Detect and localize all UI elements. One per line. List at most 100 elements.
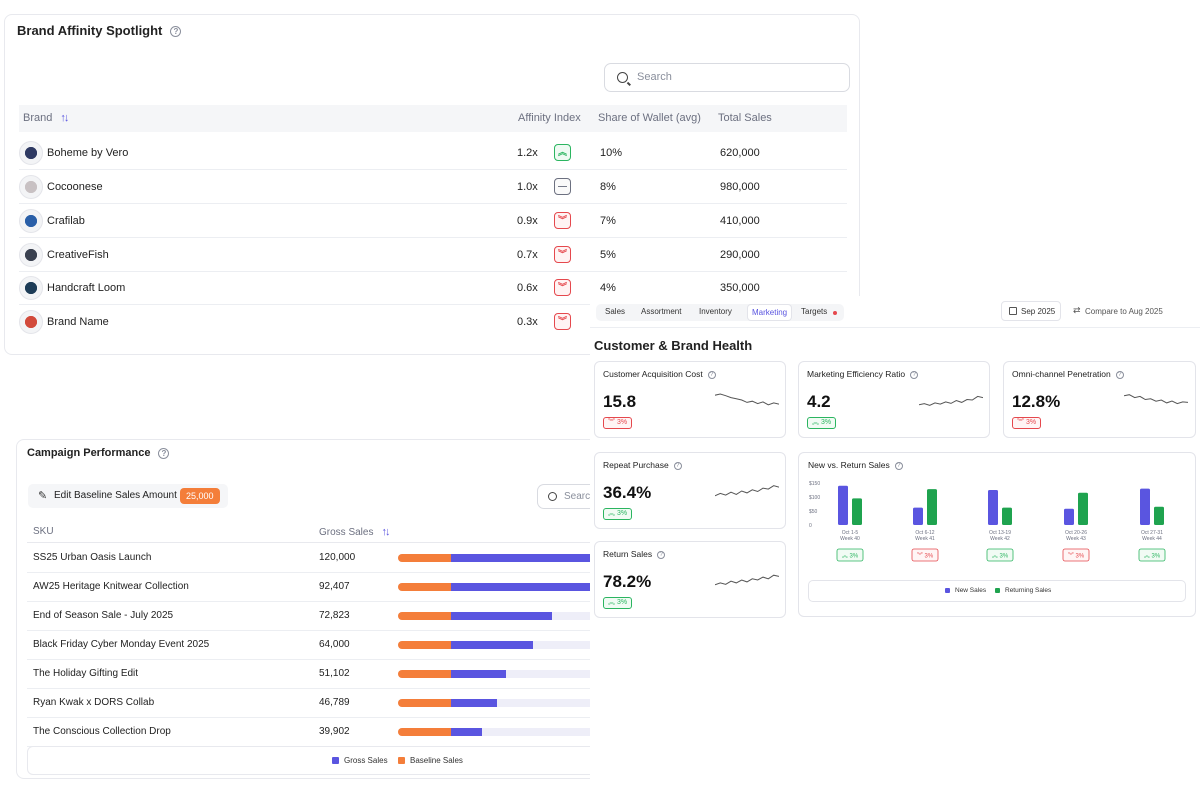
baseline-badge: 25,000 <box>180 488 220 504</box>
sku-name: Ryan Kwak x DORS Collab <box>33 697 155 708</box>
baseline-bar <box>398 554 451 562</box>
tab-assortment[interactable]: Assortment <box>641 307 682 316</box>
kpi-card[interactable]: Customer Acquisition Cost? 15.8 ︾ 3% <box>594 361 786 438</box>
table-row[interactable]: Handcraft Loom 0.6x ︾ 4% 350,000 <box>19 272 847 305</box>
help-icon[interactable]: ? <box>910 370 919 379</box>
date-picker-button[interactable]: Sep 2025 <box>1001 301 1061 321</box>
sparkline <box>1124 394 1188 405</box>
gross-sales-value: 51,102 <box>319 668 350 679</box>
affinity-value: 1.2x <box>517 147 538 159</box>
compare-button[interactable]: ⇄ Compare to Aug 2025 <box>1073 305 1163 316</box>
new-sales-bar <box>1140 488 1150 525</box>
brand-name: Handcraft Loom <box>47 282 126 294</box>
sku-name: SS25 Urban Oasis Launch <box>33 552 152 563</box>
double-chevron-up-icon: ︽ <box>608 599 617 606</box>
kpi-card[interactable]: Repeat Purchase? 36.4% ︽ 3% <box>594 452 786 529</box>
sparkline <box>715 393 779 406</box>
table-row[interactable]: SS25 Urban Oasis Launch 120,000 <box>27 544 751 573</box>
sort-icon[interactable]: ↑↓ <box>60 112 69 124</box>
returning-sales-bar <box>1154 506 1164 525</box>
x-tick-label: Oct 6-12 <box>915 530 934 536</box>
campaign-search-input[interactable]: Search <box>537 484 597 509</box>
affinity-value: 1.0x <box>517 181 538 193</box>
share-value: 10% <box>600 147 623 159</box>
column-header-affinity[interactable]: Affinity Index <box>518 112 581 124</box>
sparkline <box>715 574 779 586</box>
x-tick-label: Week 40 <box>840 536 860 542</box>
kpi-card[interactable]: Marketing Efficiency Ratio? 4.2 ︽ 3% <box>798 361 990 438</box>
x-tick-label: Week 42 <box>990 536 1010 542</box>
gross-sales-value: 92,407 <box>319 581 350 592</box>
help-icon[interactable]: ? <box>707 370 716 379</box>
gross-sales-value: 64,000 <box>319 639 350 650</box>
affinity-value: 0.3x <box>517 316 538 328</box>
tab-marketing[interactable]: Marketing <box>748 305 792 320</box>
help-icon[interactable]: ? <box>657 550 666 559</box>
column-header-share[interactable]: Share of Wallet (avg) <box>598 112 701 124</box>
campaign-table-header: SKU Gross Sales ↑↓ <box>27 521 751 543</box>
sort-icon[interactable]: ↑↓ <box>381 526 390 538</box>
search-placeholder: Search <box>637 71 672 83</box>
dashboard-title: Customer & Brand Health <box>594 338 753 353</box>
x-tick-label: Oct 20-26 <box>1065 530 1087 536</box>
sku-name: End of Season Sale - July 2025 <box>33 610 174 621</box>
tab-inventory[interactable]: Inventory <box>699 307 732 316</box>
kpi-card[interactable]: Return Sales? 78.2% ︽ 3% <box>594 541 786 618</box>
new-vs-return-card: New vs. Return Sales? $150 $100 $50 0 Oct 1-… <box>798 452 1196 617</box>
brand-name: Crafilab <box>47 215 85 227</box>
new-sales-bar <box>913 507 923 525</box>
column-header-sku[interactable]: SKU <box>33 526 54 537</box>
baseline-bar <box>398 670 451 678</box>
double-chevron-up-icon: ︽ <box>812 419 821 426</box>
share-value: 5% <box>600 249 616 261</box>
double-chevron-up-icon: ︽ <box>608 510 617 517</box>
baseline-bar <box>398 612 451 620</box>
brand-affinity-title: Brand Affinity Spotlight? <box>17 23 182 38</box>
sku-name: AW25 Heritage Knitwear Collection <box>33 581 189 592</box>
help-icon[interactable]: ? <box>158 447 170 459</box>
sales-progress-bar <box>398 728 673 736</box>
tab-sales[interactable]: Sales <box>605 307 626 316</box>
sales-progress-bar <box>398 641 673 649</box>
column-header-gross[interactable]: Gross Sales ↑↓ <box>319 526 390 538</box>
sales-progress-bar <box>398 699 673 707</box>
column-header-total[interactable]: Total Sales <box>718 112 772 124</box>
table-row[interactable]: AW25 Heritage Knitwear Collection 92,407 <box>27 573 751 602</box>
brand-logo <box>19 243 43 267</box>
brand-logo <box>19 175 43 199</box>
help-icon[interactable]: ? <box>673 461 682 470</box>
brand-table-header: Brand ↑↓ Affinity Index Share of Wallet (… <box>19 105 847 132</box>
x-tick-label: Oct 27-31 <box>1141 530 1163 536</box>
delta-label: ︾ 3% <box>917 553 934 560</box>
tab-targets[interactable]: Targets <box>801 307 828 316</box>
edit-baseline-button[interactable]: ✎ Edit Baseline Sales Amount 25,000 <box>28 484 228 508</box>
table-row[interactable]: End of Season Sale - July 2025 72,823 <box>27 602 751 631</box>
table-row[interactable]: Boheme by Vero 1.2x ︽ 10% 620,000 <box>19 137 847 170</box>
table-row[interactable]: CreativeFish 0.7x ︾ 5% 290,000 <box>19 239 847 272</box>
search-icon <box>617 72 628 83</box>
double-chevron-down-icon: ︾ <box>554 212 571 229</box>
table-row[interactable]: Crafilab 0.9x ︾ 7% 410,000 <box>19 205 847 238</box>
brand-logo <box>19 141 43 165</box>
kpi-value: 4.2 <box>807 392 831 411</box>
kpi-card[interactable]: Omni-channel Penetration? 12.8% ︾ 3% <box>1003 361 1196 438</box>
brand-logo <box>19 310 43 334</box>
kpi-delta-badge: ︽ 3% <box>807 417 837 429</box>
x-tick-label: Week 44 <box>1142 536 1162 542</box>
help-icon[interactable]: ? <box>170 26 182 38</box>
kpi-label: Marketing Efficiency Ratio? <box>807 369 919 379</box>
compare-icon: ⇄ <box>1073 305 1081 315</box>
filter-icon[interactable] <box>1180 303 1192 312</box>
table-row[interactable]: Cocoonese 1.0x — 8% 980,000 <box>19 171 847 204</box>
returning-sales-bar <box>927 489 937 525</box>
sales-progress-bar <box>398 554 673 562</box>
total-sales-value: 980,000 <box>720 181 760 193</box>
total-sales-value: 620,000 <box>720 147 760 159</box>
help-icon[interactable]: ? <box>894 461 903 470</box>
help-icon[interactable]: ? <box>1115 370 1124 379</box>
double-chevron-down-icon: ︾ <box>608 419 617 426</box>
brand-search-input[interactable]: Search <box>604 63 850 92</box>
column-header-brand[interactable]: Brand ↑↓ <box>23 112 69 124</box>
